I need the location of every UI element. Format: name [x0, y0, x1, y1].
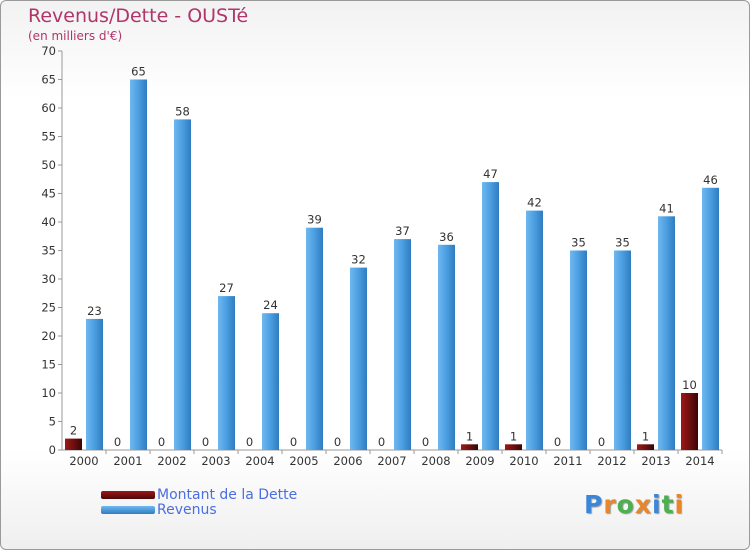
revenue-bar — [482, 182, 499, 450]
debt-bar — [65, 438, 82, 450]
legend-swatch-revenue — [101, 505, 155, 514]
y-tick-label: 10 — [41, 386, 56, 400]
y-tick-label: 5 — [49, 415, 56, 429]
x-tick-label: 2003 — [201, 454, 230, 468]
chart-title: Revenus/Dette - OUSTé — [28, 5, 249, 27]
y-tick-label: 35 — [41, 244, 56, 258]
debt-bar — [505, 444, 522, 450]
y-tick-label: 70 — [41, 44, 56, 58]
revenue-data-label: 36 — [439, 230, 454, 244]
legend-item-debt: Montant de la Dette — [101, 486, 298, 503]
debt-data-label: 0 — [114, 435, 121, 449]
revenue-bar — [130, 79, 147, 450]
revenue-bar — [86, 318, 103, 450]
debt-bar — [681, 393, 698, 450]
revenue-data-label: 42 — [527, 196, 542, 210]
revenue-bar — [526, 210, 543, 450]
legend-label-debt: Montant de la Dette — [157, 486, 298, 503]
revenue-data-label: 58 — [175, 104, 190, 118]
debt-data-label: 0 — [290, 435, 297, 449]
debt-data-label: 0 — [378, 435, 385, 449]
x-tick-label: 2007 — [377, 454, 406, 468]
y-tick-label: 50 — [41, 158, 56, 172]
x-tick-label: 2001 — [113, 454, 142, 468]
revenue-data-label: 32 — [351, 253, 366, 267]
revenue-data-label: 46 — [703, 173, 718, 187]
revenue-data-label: 65 — [131, 65, 146, 79]
debt-data-label: 2 — [70, 424, 77, 438]
revenue-data-label: 24 — [263, 298, 278, 312]
debt-data-label: 0 — [554, 435, 561, 449]
revenue-bar — [570, 250, 587, 450]
revenue-bar — [350, 267, 367, 450]
revenue-data-label: 47 — [483, 167, 498, 181]
revenue-data-label: 27 — [219, 281, 234, 295]
revenue-data-label: 37 — [395, 224, 410, 238]
x-tick-label: 2008 — [421, 454, 450, 468]
debt-bar — [461, 444, 478, 450]
revenue-bar — [262, 313, 279, 450]
revenue-data-label: 23 — [87, 304, 102, 318]
y-tick-label: 25 — [41, 301, 56, 315]
x-tick-label: 2000 — [69, 454, 98, 468]
y-tick-label: 20 — [41, 329, 56, 343]
revenue-bar — [614, 250, 631, 450]
proxiti-logo: Proxiti — [584, 490, 685, 519]
debt-data-label: 1 — [642, 429, 649, 443]
revenue-bar — [174, 119, 191, 451]
revenue-bar — [658, 216, 675, 450]
x-tick-label: 2005 — [289, 454, 318, 468]
y-tick-label: 60 — [41, 101, 56, 115]
revenue-bar — [438, 244, 455, 450]
x-tick-label: 2004 — [245, 454, 274, 468]
y-tick-label: 30 — [41, 272, 56, 286]
y-tick-label: 45 — [41, 187, 56, 201]
revenue-bar — [218, 296, 235, 450]
debt-data-label: 0 — [598, 435, 605, 449]
x-tick-label: 2012 — [597, 454, 626, 468]
debt-data-label: 0 — [246, 435, 253, 449]
revenue-bar — [702, 187, 719, 451]
y-tick-label: 15 — [41, 358, 56, 372]
x-tick-label: 2010 — [509, 454, 538, 468]
debt-data-label: 1 — [466, 429, 473, 443]
chart-subtitle: (en milliers d'€) — [28, 29, 123, 43]
revenue-bar — [394, 239, 411, 450]
x-tick-label: 2011 — [553, 454, 582, 468]
revenue-bar — [306, 227, 323, 450]
legend-swatch-debt — [101, 490, 155, 499]
y-tick-label: 55 — [41, 130, 56, 144]
debt-data-label: 0 — [334, 435, 341, 449]
x-tick-label: 2009 — [465, 454, 494, 468]
debt-bar — [637, 444, 654, 450]
revenue-data-label: 41 — [659, 201, 674, 215]
debt-data-label: 1 — [510, 429, 517, 443]
x-tick-label: 2006 — [333, 454, 362, 468]
x-tick-label: 2014 — [685, 454, 714, 468]
debt-data-label: 0 — [202, 435, 209, 449]
y-tick-label: 65 — [41, 73, 56, 87]
legend-item-revenue: Revenus — [101, 501, 217, 518]
x-tick-label: 2002 — [157, 454, 186, 468]
debt-data-label: 0 — [422, 435, 429, 449]
legend-label-revenue: Revenus — [157, 501, 217, 518]
revenue-data-label: 39 — [307, 213, 322, 227]
y-tick-label: 40 — [41, 215, 56, 229]
debt-data-label: 0 — [158, 435, 165, 449]
debt-data-label: 10 — [682, 378, 697, 392]
revenue-data-label: 35 — [615, 236, 630, 250]
x-tick-label: 2013 — [641, 454, 670, 468]
revenue-data-label: 35 — [571, 236, 586, 250]
y-tick-label: 0 — [49, 443, 56, 457]
